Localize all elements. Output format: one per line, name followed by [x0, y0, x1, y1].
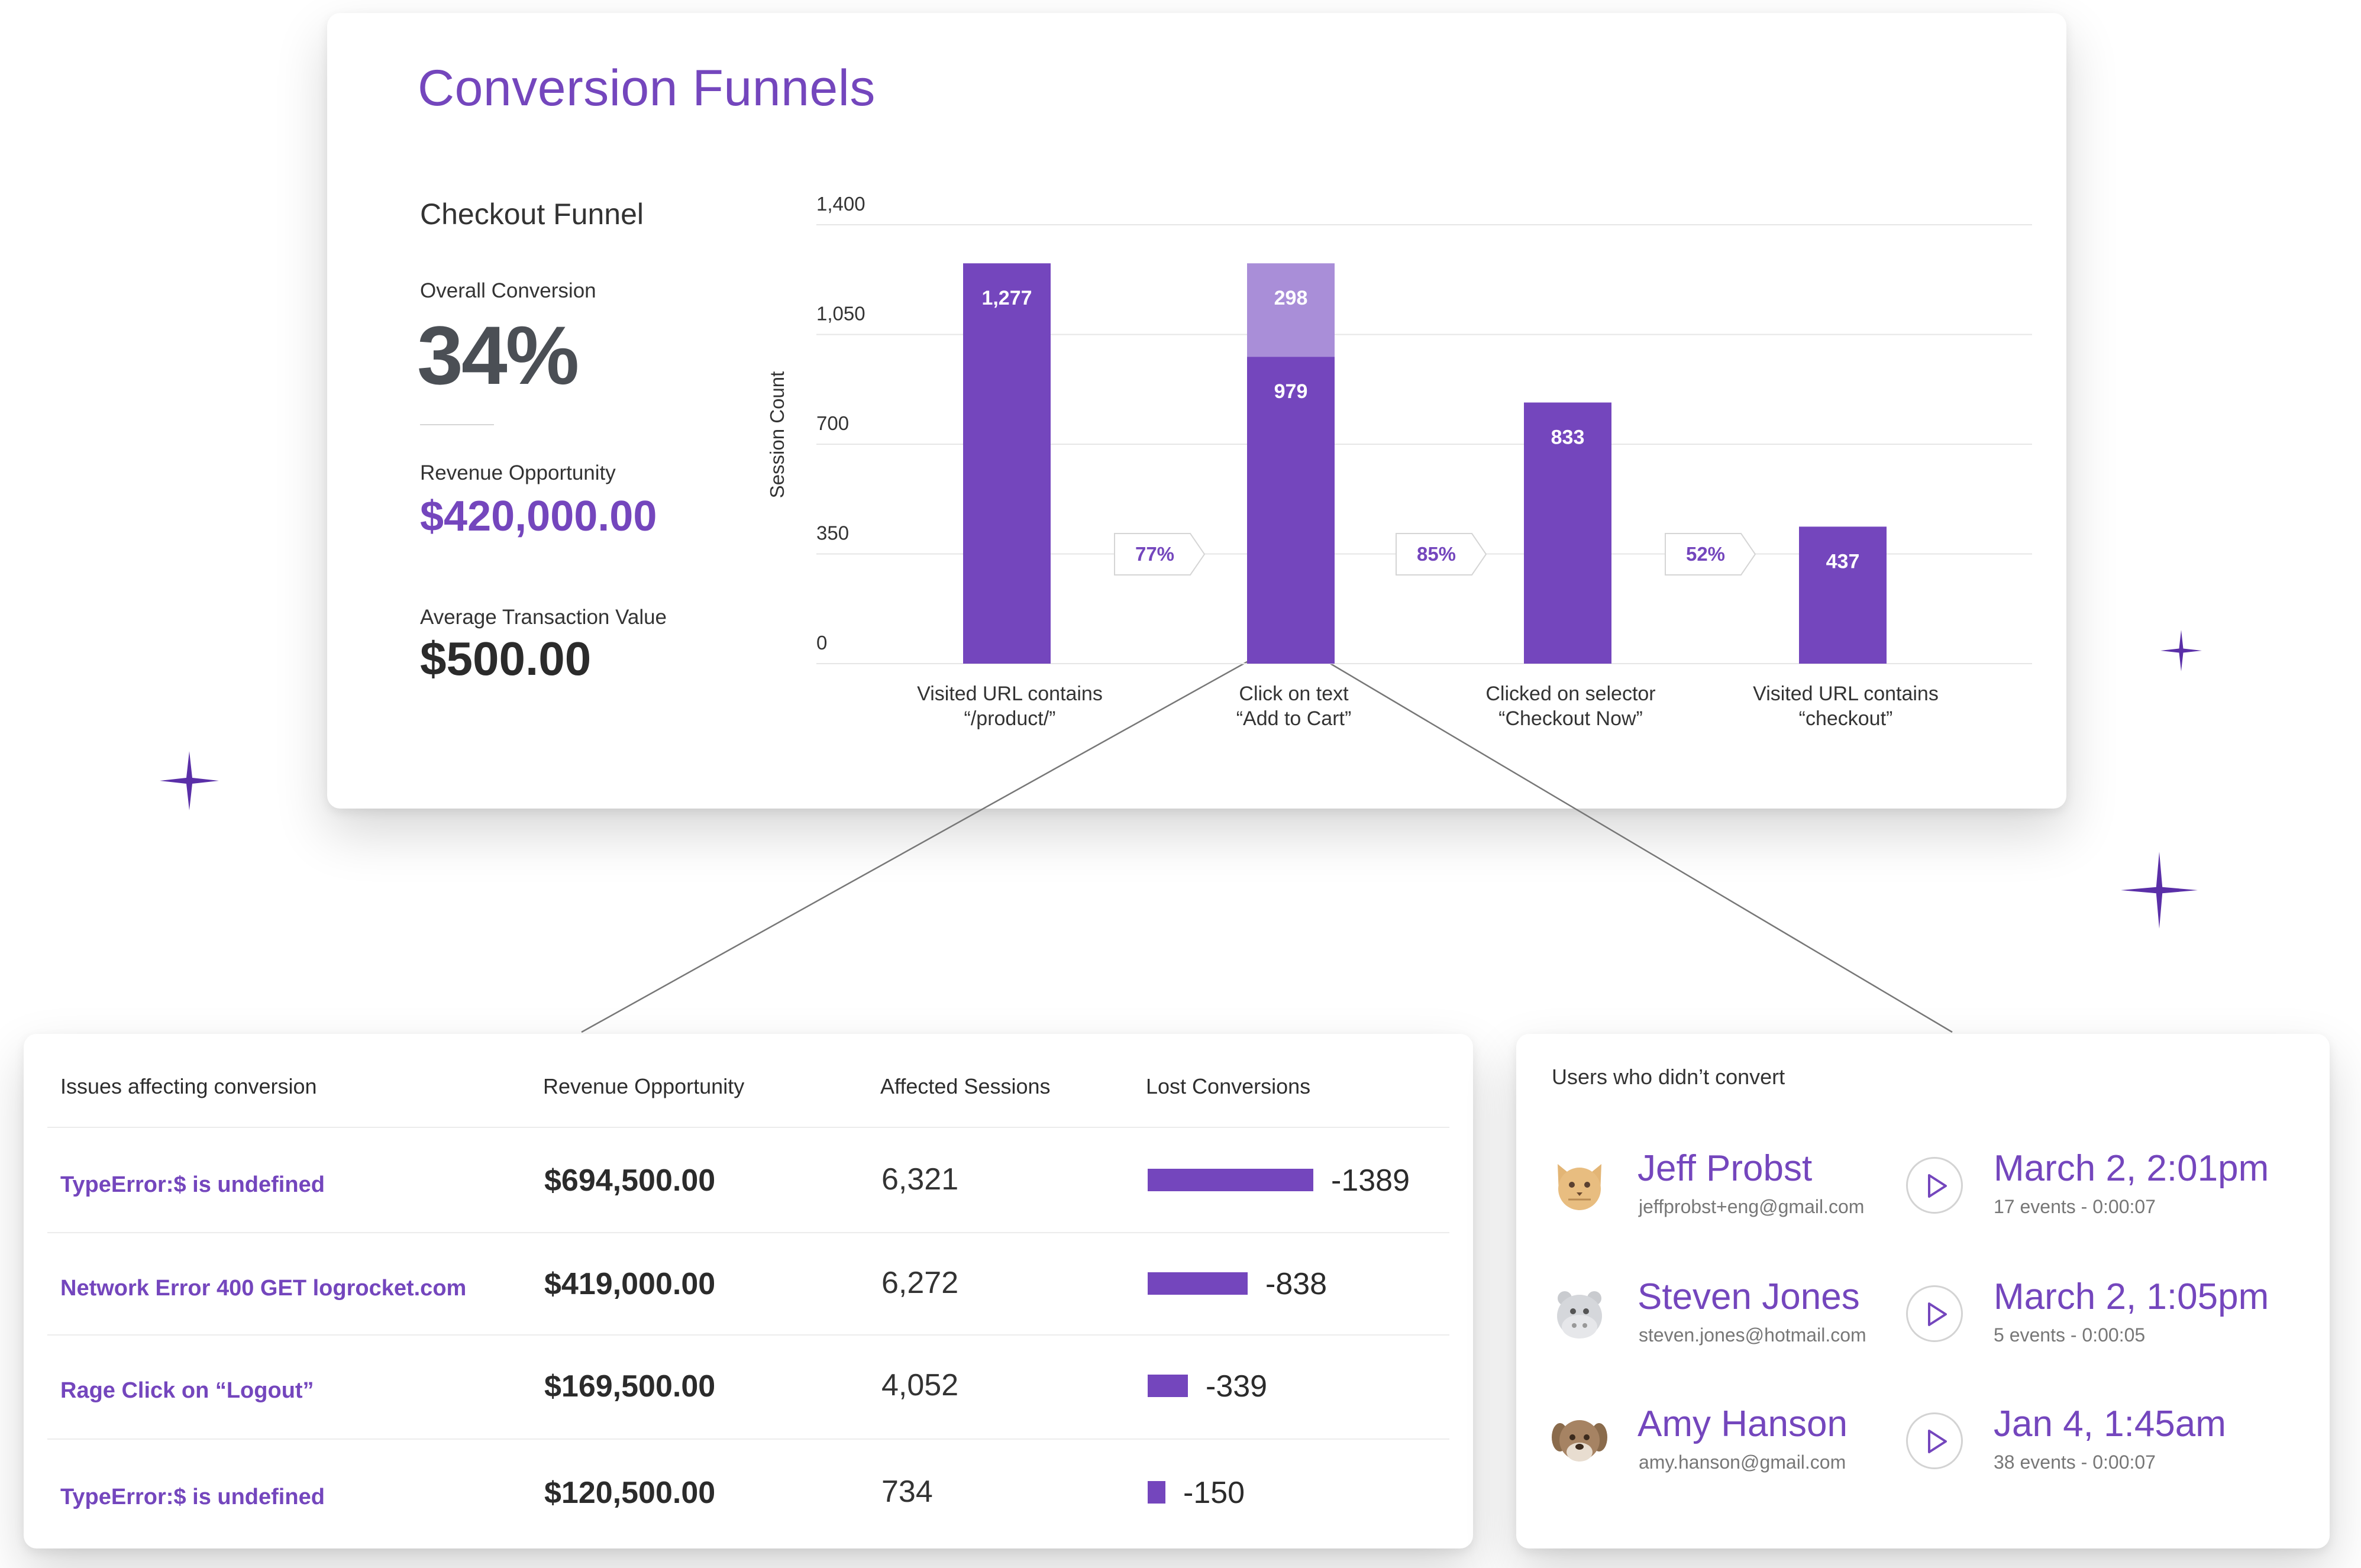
- y-tick-label: 350: [816, 522, 849, 544]
- revenue-opportunity-label: Revenue Opportunity: [420, 461, 616, 484]
- header-sessions[interactable]: Affected Sessions: [880, 1074, 1051, 1098]
- x-tick-label: Visited URL contains: [917, 683, 1103, 705]
- session-meta: 5 events - 0:00:05: [1994, 1324, 2146, 1346]
- divider: [420, 424, 494, 425]
- bar-dropoff: [1247, 263, 1335, 357]
- session-meta: 17 events - 0:00:07: [1994, 1196, 2156, 1217]
- sparkle-icon: [2160, 630, 2202, 674]
- conversion-rate-arrow: [1665, 533, 1756, 576]
- row-divider: [47, 1334, 1449, 1336]
- funnel-card: [327, 13, 2066, 809]
- session-date-link[interactable]: March 2, 2:01pm: [1994, 1148, 2269, 1189]
- conversion-rate-label: 52%: [1686, 543, 1725, 565]
- lost-conversions-value: -339: [1206, 1369, 1268, 1404]
- bar-value-label: 833: [1551, 426, 1585, 449]
- cat-avatar-icon: [1547, 1152, 1612, 1217]
- x-tick-label: “checkout”: [1799, 707, 1893, 730]
- conversion-rate-tag: 85%: [1396, 533, 1487, 576]
- user-email: amy.hanson@gmail.com: [1639, 1451, 1846, 1473]
- bar: [1799, 526, 1887, 664]
- overall-conversion-label: Overall Conversion: [420, 279, 596, 302]
- revenue-opportunity-value: $420,000.00: [420, 493, 657, 540]
- y-tick-label: 700: [816, 412, 849, 434]
- issue-sessions: 734: [881, 1475, 933, 1509]
- conversion-rate-arrow: [1114, 533, 1206, 576]
- play-session-button[interactable]: [1906, 1412, 1963, 1469]
- bar-value-label: 1,277: [981, 287, 1032, 309]
- header-issues[interactable]: Issues affecting conversion: [60, 1074, 317, 1098]
- x-tick-label: “Add to Cart”: [1236, 707, 1352, 730]
- x-tick-label: “Checkout Now”: [1498, 707, 1643, 730]
- user-name-link[interactable]: Jeff Probst: [1637, 1148, 1813, 1189]
- lost-conversions-bar: [1148, 1272, 1248, 1295]
- user-email: jeffprobst+eng@gmail.com: [1639, 1196, 1865, 1217]
- issue-name-link[interactable]: TypeError:$ is undefined: [60, 1172, 325, 1197]
- conversion-rate-tag: 52%: [1665, 533, 1756, 576]
- play-session-button[interactable]: [1906, 1285, 1963, 1342]
- bar: [1247, 357, 1335, 664]
- conversion-rate-label: 77%: [1135, 543, 1174, 565]
- lost-conversions-bar: [1148, 1375, 1188, 1397]
- sparkle-icon: [160, 751, 219, 813]
- play-session-button[interactable]: [1906, 1157, 1963, 1214]
- sparkle-icon: [2121, 852, 2198, 931]
- dog-avatar-icon: [1547, 1408, 1612, 1473]
- y-tick-label: 0: [816, 632, 827, 654]
- play-icon: [1928, 1430, 1947, 1453]
- lost-conversions-value: -1389: [1331, 1163, 1410, 1198]
- bar-value-label: 437: [1826, 550, 1860, 573]
- avg-transaction-label: Average Transaction Value: [420, 606, 667, 629]
- session-meta: 38 events - 0:00:07: [1994, 1451, 2156, 1473]
- issue-name-link[interactable]: TypeError:$ is undefined: [60, 1485, 325, 1509]
- header-lost[interactable]: Lost Conversions: [1146, 1074, 1311, 1098]
- hippo-avatar-icon: [1547, 1281, 1612, 1346]
- user-email: steven.jones@hotmail.com: [1639, 1324, 1866, 1346]
- x-tick-label: “/product/”: [964, 707, 1056, 730]
- issue-sessions: 6,321: [881, 1162, 959, 1197]
- row-divider: [47, 1438, 1449, 1440]
- conversion-rate-arrow: [1396, 533, 1487, 576]
- connector-line: [1288, 638, 1953, 1033]
- user-name-link[interactable]: Steven Jones: [1637, 1276, 1860, 1317]
- avg-transaction-value: $500.00: [420, 632, 592, 685]
- issue-name-link[interactable]: Network Error 400 GET logrocket.com: [60, 1276, 467, 1301]
- bar-value-label: 979: [1274, 380, 1308, 403]
- y-tick-label: 1,050: [816, 303, 865, 325]
- session-date-link[interactable]: Jan 4, 1:45am: [1994, 1404, 2226, 1444]
- y-tick-label: 1,400: [816, 193, 865, 215]
- play-icon: [1928, 1302, 1947, 1326]
- issue-name-link[interactable]: Rage Click on “Logout”: [60, 1378, 314, 1403]
- play-icon: [1928, 1174, 1947, 1198]
- issue-sessions: 4,052: [881, 1368, 959, 1402]
- issue-revenue: $694,500.00: [544, 1163, 716, 1198]
- row-divider: [47, 1232, 1449, 1233]
- lost-conversions-bar: [1148, 1481, 1165, 1504]
- y-axis-label: Session Count: [766, 371, 788, 499]
- funnel-name: Checkout Funnel: [420, 198, 644, 231]
- row-divider: [47, 1127, 1449, 1128]
- lost-conversions-bar: [1148, 1169, 1313, 1191]
- issue-sessions: 6,272: [881, 1266, 959, 1300]
- page-title: Conversion Funnels: [418, 60, 876, 117]
- issue-revenue: $419,000.00: [544, 1267, 716, 1301]
- users-panel-title: Users who didn’t convert: [1552, 1065, 1785, 1089]
- user-name-link[interactable]: Amy Hanson: [1637, 1404, 1848, 1444]
- issue-revenue: $169,500.00: [544, 1369, 716, 1404]
- issue-revenue: $120,500.00: [544, 1476, 716, 1510]
- overall-conversion-value: 34%: [417, 309, 579, 402]
- x-tick-label: Visited URL contains: [1753, 683, 1939, 705]
- lost-conversions-value: -150: [1183, 1476, 1245, 1510]
- bar: [1524, 402, 1611, 664]
- x-tick-label: Clicked on selector: [1485, 683, 1655, 705]
- conversion-rate-label: 85%: [1417, 543, 1456, 565]
- lost-conversions-value: -838: [1265, 1267, 1328, 1301]
- connector-line: [581, 638, 1289, 1033]
- bar-value-label: 298: [1274, 287, 1308, 309]
- bar: [963, 263, 1051, 664]
- header-revenue[interactable]: Revenue Opportunity: [543, 1074, 745, 1098]
- session-date-link[interactable]: March 2, 1:05pm: [1994, 1276, 2269, 1317]
- conversion-rate-tag: 77%: [1114, 533, 1206, 576]
- x-tick-label: Click on text: [1239, 683, 1349, 705]
